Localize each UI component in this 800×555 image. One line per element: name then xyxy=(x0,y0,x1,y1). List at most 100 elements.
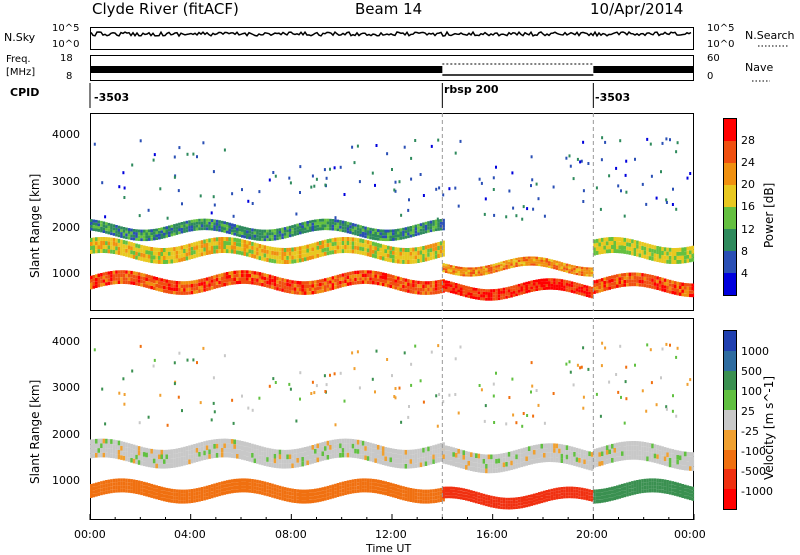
velocity-speckle xyxy=(231,398,234,402)
power-cell xyxy=(485,267,488,271)
power-cell xyxy=(228,245,231,250)
power-cell xyxy=(283,229,287,233)
power-cell xyxy=(676,285,679,289)
velocity-cell xyxy=(321,456,325,461)
power-cell xyxy=(500,291,503,294)
power-cell xyxy=(583,293,586,297)
power-speckle xyxy=(311,174,314,178)
velocity-cell xyxy=(618,446,622,452)
power-cell xyxy=(178,254,181,259)
power-cell xyxy=(293,255,297,260)
power-cell xyxy=(389,232,393,236)
power-cell xyxy=(384,273,387,277)
velocity-cell xyxy=(663,456,667,462)
velocity-cell xyxy=(364,478,367,482)
power-cell xyxy=(152,234,156,238)
velocity-cell xyxy=(422,461,425,467)
power-cell xyxy=(130,281,133,285)
power-cell xyxy=(281,230,284,234)
velocity-cell xyxy=(198,498,201,502)
power-cell xyxy=(165,229,169,232)
velocity-cell xyxy=(200,451,204,456)
power-cell xyxy=(90,222,93,225)
power-cell xyxy=(243,229,247,233)
velocity-cell xyxy=(344,484,347,488)
velocity-cell xyxy=(268,457,272,463)
power-cell xyxy=(648,256,652,261)
velocity-cell xyxy=(683,491,687,496)
velocity-cell xyxy=(648,452,652,457)
power-cell xyxy=(447,264,450,267)
velocity-cell xyxy=(341,488,345,493)
power-cell xyxy=(507,289,511,293)
power-cell xyxy=(210,246,214,250)
velocity-cell xyxy=(334,444,337,449)
velocity-cell xyxy=(336,483,340,487)
power-cell xyxy=(349,249,352,254)
power-cell xyxy=(678,289,682,293)
velocity-cell xyxy=(505,457,508,462)
power-cell xyxy=(205,251,209,255)
power-cell xyxy=(205,227,209,231)
power-cell xyxy=(361,247,365,252)
power-cell xyxy=(480,294,483,298)
power-cell xyxy=(356,224,360,228)
power-cell xyxy=(100,226,103,230)
velocity-cell xyxy=(140,491,143,496)
velocity-cell xyxy=(673,492,677,496)
velocity-cell xyxy=(110,439,113,444)
power-cell xyxy=(648,277,652,282)
velocity-cell xyxy=(585,497,589,501)
power-cell xyxy=(651,285,654,289)
velocity-cell xyxy=(95,486,98,490)
velocity-color-3 xyxy=(724,370,736,391)
power-cell xyxy=(381,272,385,276)
velocity-cell xyxy=(253,486,257,490)
velocity-cell xyxy=(359,489,362,493)
velocity-cell xyxy=(449,460,453,466)
power-cell xyxy=(442,248,445,253)
power-cell xyxy=(447,271,450,274)
velocity-cell xyxy=(550,457,554,463)
power-cell xyxy=(417,280,420,285)
velocity-cell xyxy=(424,461,428,466)
velocity-cell xyxy=(661,486,664,490)
velocity-cell xyxy=(595,499,599,504)
power-cell xyxy=(485,297,488,301)
power-speckle xyxy=(177,189,180,193)
velocity-cell xyxy=(492,499,496,503)
velocity-cell xyxy=(636,450,639,456)
velocity-cell xyxy=(600,460,604,466)
power-cell xyxy=(95,284,98,288)
power-cell xyxy=(331,286,335,290)
power-cell xyxy=(336,228,340,232)
velocity-cell xyxy=(666,461,669,467)
velocity-cell xyxy=(303,456,307,462)
velocity-cell xyxy=(354,439,357,445)
power-cell xyxy=(686,250,690,255)
velocity-cell xyxy=(384,447,387,452)
power-cell xyxy=(276,255,279,260)
power-cell xyxy=(449,287,453,291)
power-cell xyxy=(351,241,355,246)
power-cell xyxy=(361,270,365,274)
power-cell xyxy=(459,266,463,270)
velocity-cell xyxy=(419,489,423,493)
velocity-cell xyxy=(376,483,380,487)
velocity-cell xyxy=(611,486,614,491)
power-cell xyxy=(175,246,179,251)
power-cell xyxy=(691,293,695,298)
power-cell xyxy=(213,282,216,286)
velocity-cell xyxy=(329,492,332,496)
velocity-cell xyxy=(97,481,101,486)
power-cell xyxy=(112,277,116,281)
velocity-cell xyxy=(656,458,659,464)
velocity-cell xyxy=(535,495,539,499)
power-cell xyxy=(263,257,267,262)
power-cell xyxy=(90,237,93,242)
power-cell xyxy=(560,287,564,291)
power-cell xyxy=(532,280,536,283)
power-cell xyxy=(366,270,370,274)
power-cell xyxy=(125,230,128,234)
velocity-cell xyxy=(543,452,546,458)
